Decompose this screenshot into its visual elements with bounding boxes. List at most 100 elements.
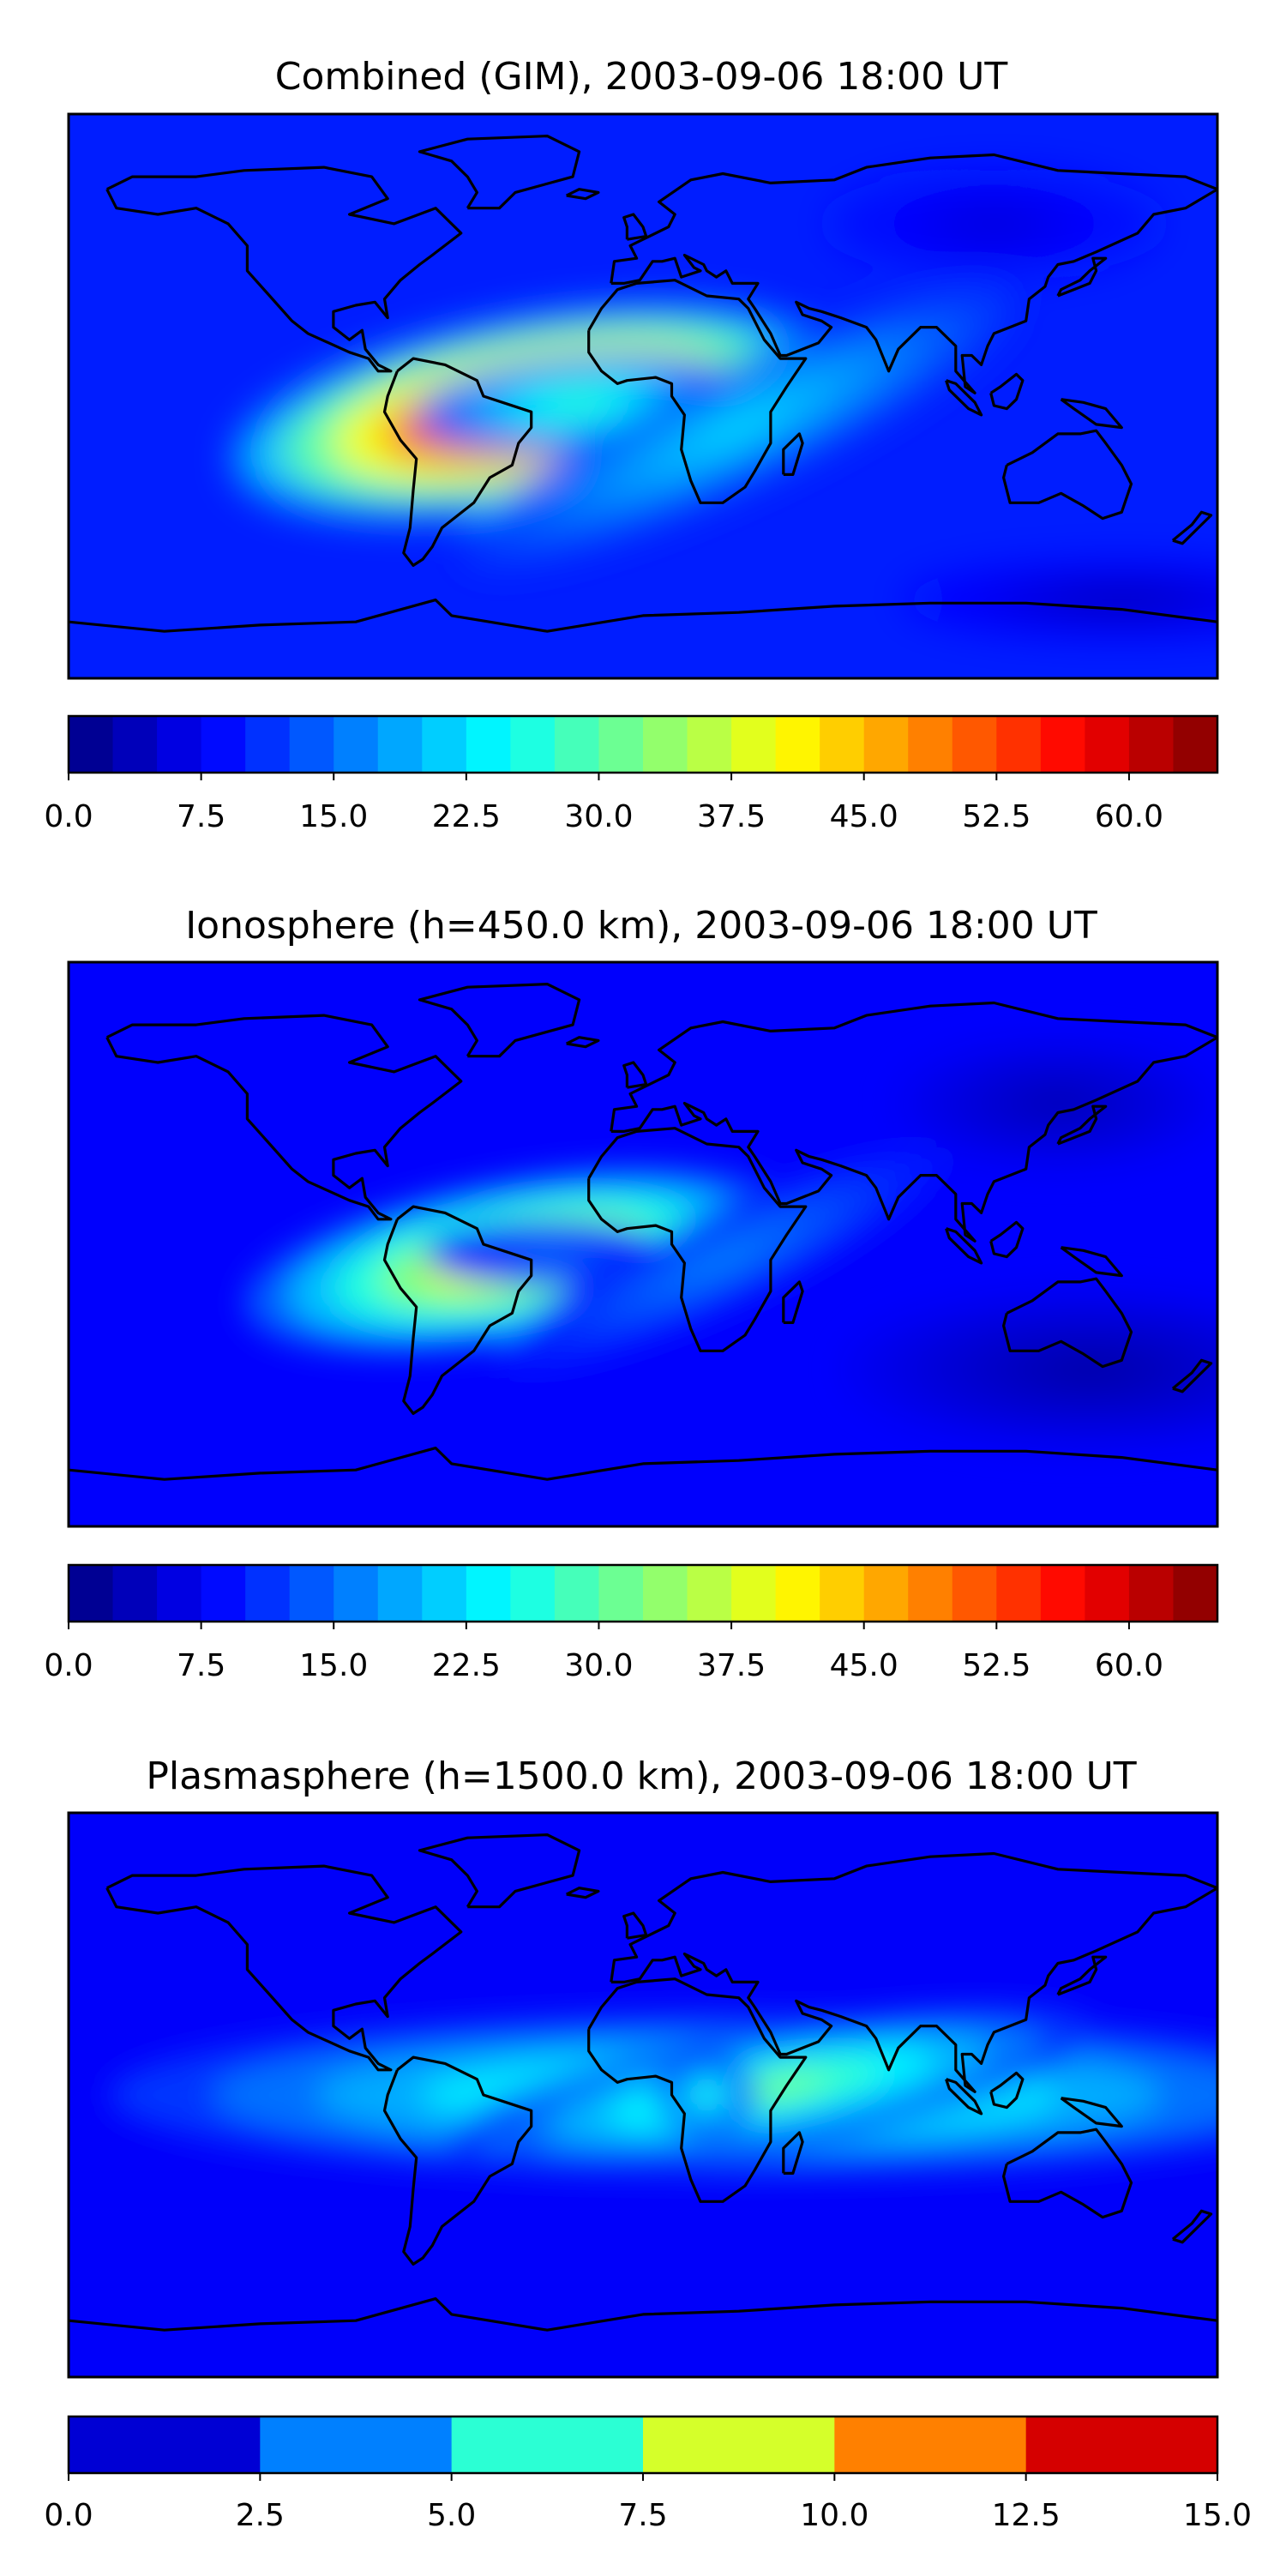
panel-title-plasmasphere: Plasmasphere (h=1500.0 km), 2003-09-06 1…	[146, 1754, 1136, 1798]
field-feature	[690, 403, 787, 452]
colorbar-swatch	[157, 716, 202, 773]
colorbar-swatch	[1040, 716, 1085, 773]
colorbar-tick-label: 52.5	[962, 799, 1031, 834]
colorbar-swatch	[643, 2417, 835, 2473]
colorbar-swatch	[834, 2417, 1027, 2473]
coastline	[418, 1833, 581, 1909]
colorbar-swatch	[1173, 716, 1218, 773]
colorbar-swatch	[451, 2417, 644, 2473]
colorbar-tick-label: 37.5	[697, 799, 766, 834]
field-feature	[683, 1240, 762, 1280]
colorbar-swatch	[952, 1565, 997, 1622]
colorbar-swatch	[952, 716, 997, 773]
colorbar-swatch	[422, 1565, 467, 1622]
colorbar-swatch	[996, 1565, 1042, 1622]
field-feature	[964, 214, 1023, 233]
panel-plasmasphere: Plasmasphere (h=1500.0 km), 2003-09-06 1…	[44, 1754, 1252, 2533]
colorbar-swatch	[289, 1565, 334, 1622]
panel-ionosphere: Ionosphere (h=450.0 km), 2003-09-06 18:0…	[44, 904, 1219, 1683]
colorbar-tick-label: 0.0	[44, 799, 93, 834]
colorbar-tick-label: 15.0	[1183, 2498, 1252, 2533]
colorbar-tick-label: 7.5	[177, 799, 225, 834]
colorbar-tick-label: 2.5	[236, 2498, 285, 2533]
colorbar-swatch	[598, 1565, 644, 1622]
colorbar-swatch	[687, 1565, 732, 1622]
field-feature	[1083, 593, 1161, 607]
colorbar-swatch	[377, 716, 423, 773]
colorbar-swatch	[112, 1565, 158, 1622]
coastline	[105, 1864, 463, 2072]
colorbar-tick-label: 45.0	[830, 799, 898, 834]
colorbar-swatch	[863, 1565, 909, 1622]
coastlines	[69, 1833, 1217, 2332]
coastline	[989, 2071, 1025, 2110]
coastline	[1171, 2209, 1213, 2244]
coastline	[565, 1036, 600, 1049]
colorbar-swatch	[554, 1565, 600, 1622]
coastline	[1060, 398, 1123, 430]
colorbar-tick-label: 15.0	[299, 799, 368, 834]
colorbar-tick-label: 12.5	[992, 2498, 1061, 2533]
coastline	[945, 379, 983, 417]
colorbar-swatch	[510, 1565, 556, 1622]
coastline	[1171, 510, 1213, 545]
colorbar-swatch	[69, 2417, 261, 2473]
colorbar-swatch	[466, 1565, 511, 1622]
coastline	[610, 1851, 1217, 2093]
colorbar-swatch	[1025, 2417, 1218, 2473]
colorbar-swatch	[731, 716, 777, 773]
colorbar-tick-label: 0.0	[44, 1648, 93, 1683]
coastline	[565, 188, 600, 201]
coastline	[782, 2131, 804, 2175]
colorbar-swatch	[245, 716, 291, 773]
colorbar-tick-label: 10.0	[800, 2498, 868, 2533]
colorbar-swatch	[1040, 1565, 1085, 1622]
field-feature	[493, 2139, 506, 2146]
map-ionosphere	[67, 960, 1219, 1528]
colorbar-tick-label: 7.5	[618, 2498, 667, 2533]
colorbar-tick-label: 0.0	[44, 2498, 93, 2533]
panel-title-ionosphere: Ionosphere (h=450.0 km), 2003-09-06 18:0…	[185, 904, 1097, 948]
colorbar-tick-label: 30.0	[564, 1648, 633, 1683]
coastline	[1060, 1246, 1123, 1278]
colorbar-swatch	[820, 716, 865, 773]
coastline	[782, 1280, 804, 1324]
coastline	[105, 1014, 463, 1221]
colorbar-swatch	[908, 716, 953, 773]
colorbar-ionosphere: 0.0 7.5 15.0 22.5 30.0 37.5 45.0 52.5 60.0	[44, 1563, 1219, 1683]
colorbar-swatch	[1085, 1565, 1130, 1622]
coastline	[382, 357, 533, 567]
colorbar-swatch	[245, 1565, 291, 1622]
colorbar-frame	[67, 714, 1219, 774]
coastline	[69, 1447, 1217, 1481]
coastline	[1002, 429, 1133, 521]
colorbar-swatch	[69, 716, 114, 773]
colorbar-swatch	[1128, 1565, 1175, 1622]
map-plasmasphere	[67, 1811, 1219, 2379]
coastline	[1056, 1104, 1108, 1146]
panel-combined: Combined (GIM), 2003-09-06 18:00 UT 0.0 7…	[44, 55, 1219, 834]
coastline	[945, 2078, 983, 2116]
coastline	[382, 1205, 533, 1415]
coastlines	[69, 135, 1217, 633]
coastline	[418, 135, 581, 210]
coastline	[587, 1977, 808, 2203]
colorbar-swatch	[112, 716, 158, 773]
colorbar-frame	[67, 1563, 1219, 1623]
coastline	[1002, 1277, 1133, 1369]
colorbar-swatch	[334, 1565, 379, 1622]
colorbar-swatch	[1085, 716, 1130, 773]
coastlines	[69, 983, 1217, 1481]
coastline	[1056, 256, 1108, 298]
colorbar-swatch	[69, 1565, 114, 1622]
colorbar-swatch	[201, 1565, 246, 1622]
colorbar-swatch	[775, 716, 820, 773]
coastline	[69, 599, 1217, 633]
colorbar-swatch	[731, 1565, 777, 1622]
colorbar-swatch	[996, 716, 1042, 773]
colorbar-tick-label: 52.5	[962, 1648, 1031, 1683]
colorbar-tick-label: 22.5	[432, 799, 501, 834]
colorbar-swatch	[863, 716, 909, 773]
colorbar-swatch	[422, 716, 467, 773]
